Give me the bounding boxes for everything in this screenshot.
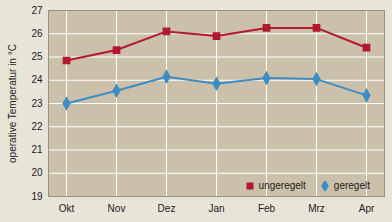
svg-text:Jan: Jan <box>208 203 224 214</box>
svg-text:Dez: Dez <box>158 203 176 214</box>
html-text:geregelt: geregelt <box>333 180 370 191</box>
svg-text:27: 27 <box>31 5 43 16</box>
svg-text:23: 23 <box>31 98 43 109</box>
svg-text:21: 21 <box>31 144 43 155</box>
svg-text:Apr: Apr <box>359 203 375 214</box>
svg-text:26: 26 <box>31 28 43 39</box>
svg-text:19: 19 <box>31 191 43 202</box>
svg-text:Okt: Okt <box>59 203 75 214</box>
svg-text:22: 22 <box>31 121 43 132</box>
svg-text:20: 20 <box>31 167 43 178</box>
svg-text:25: 25 <box>31 51 43 62</box>
svg-text:operative Temperatur in °C: operative Temperatur in °C <box>7 44 18 163</box>
svg-text:24: 24 <box>31 74 43 85</box>
html-text:ungeregelt: ungeregelt <box>258 180 306 191</box>
svg-text:Nov: Nov <box>108 203 126 214</box>
svg-text:Feb: Feb <box>258 203 276 214</box>
svg-text:Mrz: Mrz <box>308 203 325 214</box>
